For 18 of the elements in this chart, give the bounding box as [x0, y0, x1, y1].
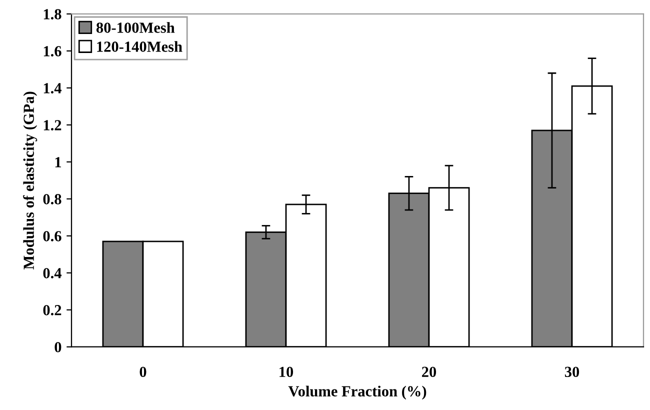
legend-label: 80-100Mesh	[96, 22, 175, 33]
x-tick-label: 30	[564, 366, 580, 378]
y-tick-label: 0.8	[43, 194, 62, 204]
y-tick-label: 0.2	[43, 305, 62, 316]
x-tick-label: 20	[422, 366, 436, 378]
y-tick-label: 0.4	[43, 268, 62, 278]
x-tick-label: 0	[140, 366, 146, 378]
y-tick-label: 1.2	[44, 120, 62, 130]
y-axis-title: Modulus of elasticity (GPa)	[23, 92, 38, 270]
y-tick-label: 0	[54, 342, 62, 352]
y-tick-label: 1.4	[44, 83, 62, 94]
y-tick-label: 1.6	[44, 46, 62, 56]
y-tick-label: 0.6	[43, 231, 62, 242]
legend-label: 120-140Mesh	[97, 41, 182, 52]
y-tick-label: 1	[55, 157, 61, 168]
y-tick-label: 1.8	[44, 9, 62, 20]
x-axis-title: Volume Fraction (%)	[288, 386, 426, 400]
x-tick-label: 10	[280, 366, 294, 378]
